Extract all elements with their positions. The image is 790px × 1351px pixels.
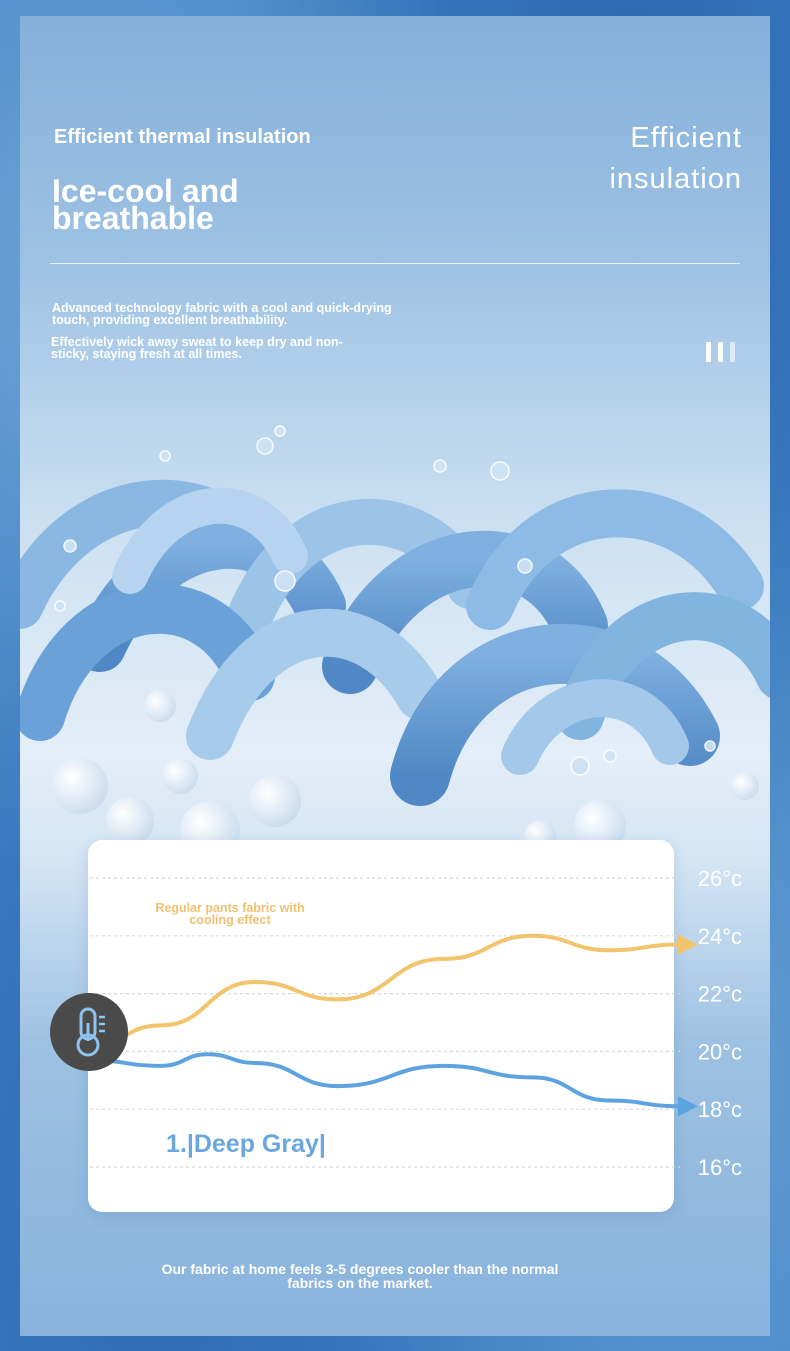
- legend-warm-series: Regular pants fabric with cooling effect: [155, 901, 305, 927]
- cool-series-line: [88, 1052, 682, 1109]
- y-tick-label: 18°c: [698, 1097, 742, 1122]
- y-tick-label: 22°c: [698, 982, 742, 1007]
- product-panel: Efficient thermal insulation Ice-cool an…: [20, 16, 770, 1336]
- subtitle: Efficient thermal insulation: [54, 126, 311, 148]
- divider: [50, 263, 740, 264]
- temperature-chart: 26°c 24°c 22°c 20°c 18°c 16°c: [88, 866, 742, 1180]
- y-tick-label: 24°c: [698, 924, 742, 949]
- warm-series-arrowhead: [678, 934, 698, 955]
- series-lines: [88, 933, 698, 1117]
- description-2: Effectively wick away sweat to keep dry …: [51, 335, 343, 361]
- y-tick-label: 16°c: [698, 1155, 742, 1180]
- thermometer-icon: [50, 993, 128, 1071]
- headline: Ice-cool and breathable: [52, 173, 239, 236]
- y-tick-labels: 26°c 24°c 22°c 20°c 18°c 16°c: [698, 866, 742, 1180]
- fabric-coils-illustration: [20, 425, 770, 861]
- grid-lines: [90, 877, 680, 1168]
- description-1: Advanced technology fabric with a cool a…: [52, 301, 392, 327]
- right-title: Efficient insulation: [609, 122, 742, 195]
- cool-series-arrowhead: [678, 1096, 698, 1117]
- footer-note: Our fabric at home feels 3-5 degrees coo…: [161, 1261, 559, 1291]
- warm-series-line: [88, 933, 682, 1048]
- temperature-chart-card: [88, 840, 674, 1212]
- variant-label: 1.|Deep Gray|: [166, 1130, 326, 1158]
- y-tick-label: 20°c: [698, 1039, 742, 1064]
- y-tick-label: 26°c: [698, 866, 742, 891]
- pause-icon[interactable]: [706, 342, 742, 364]
